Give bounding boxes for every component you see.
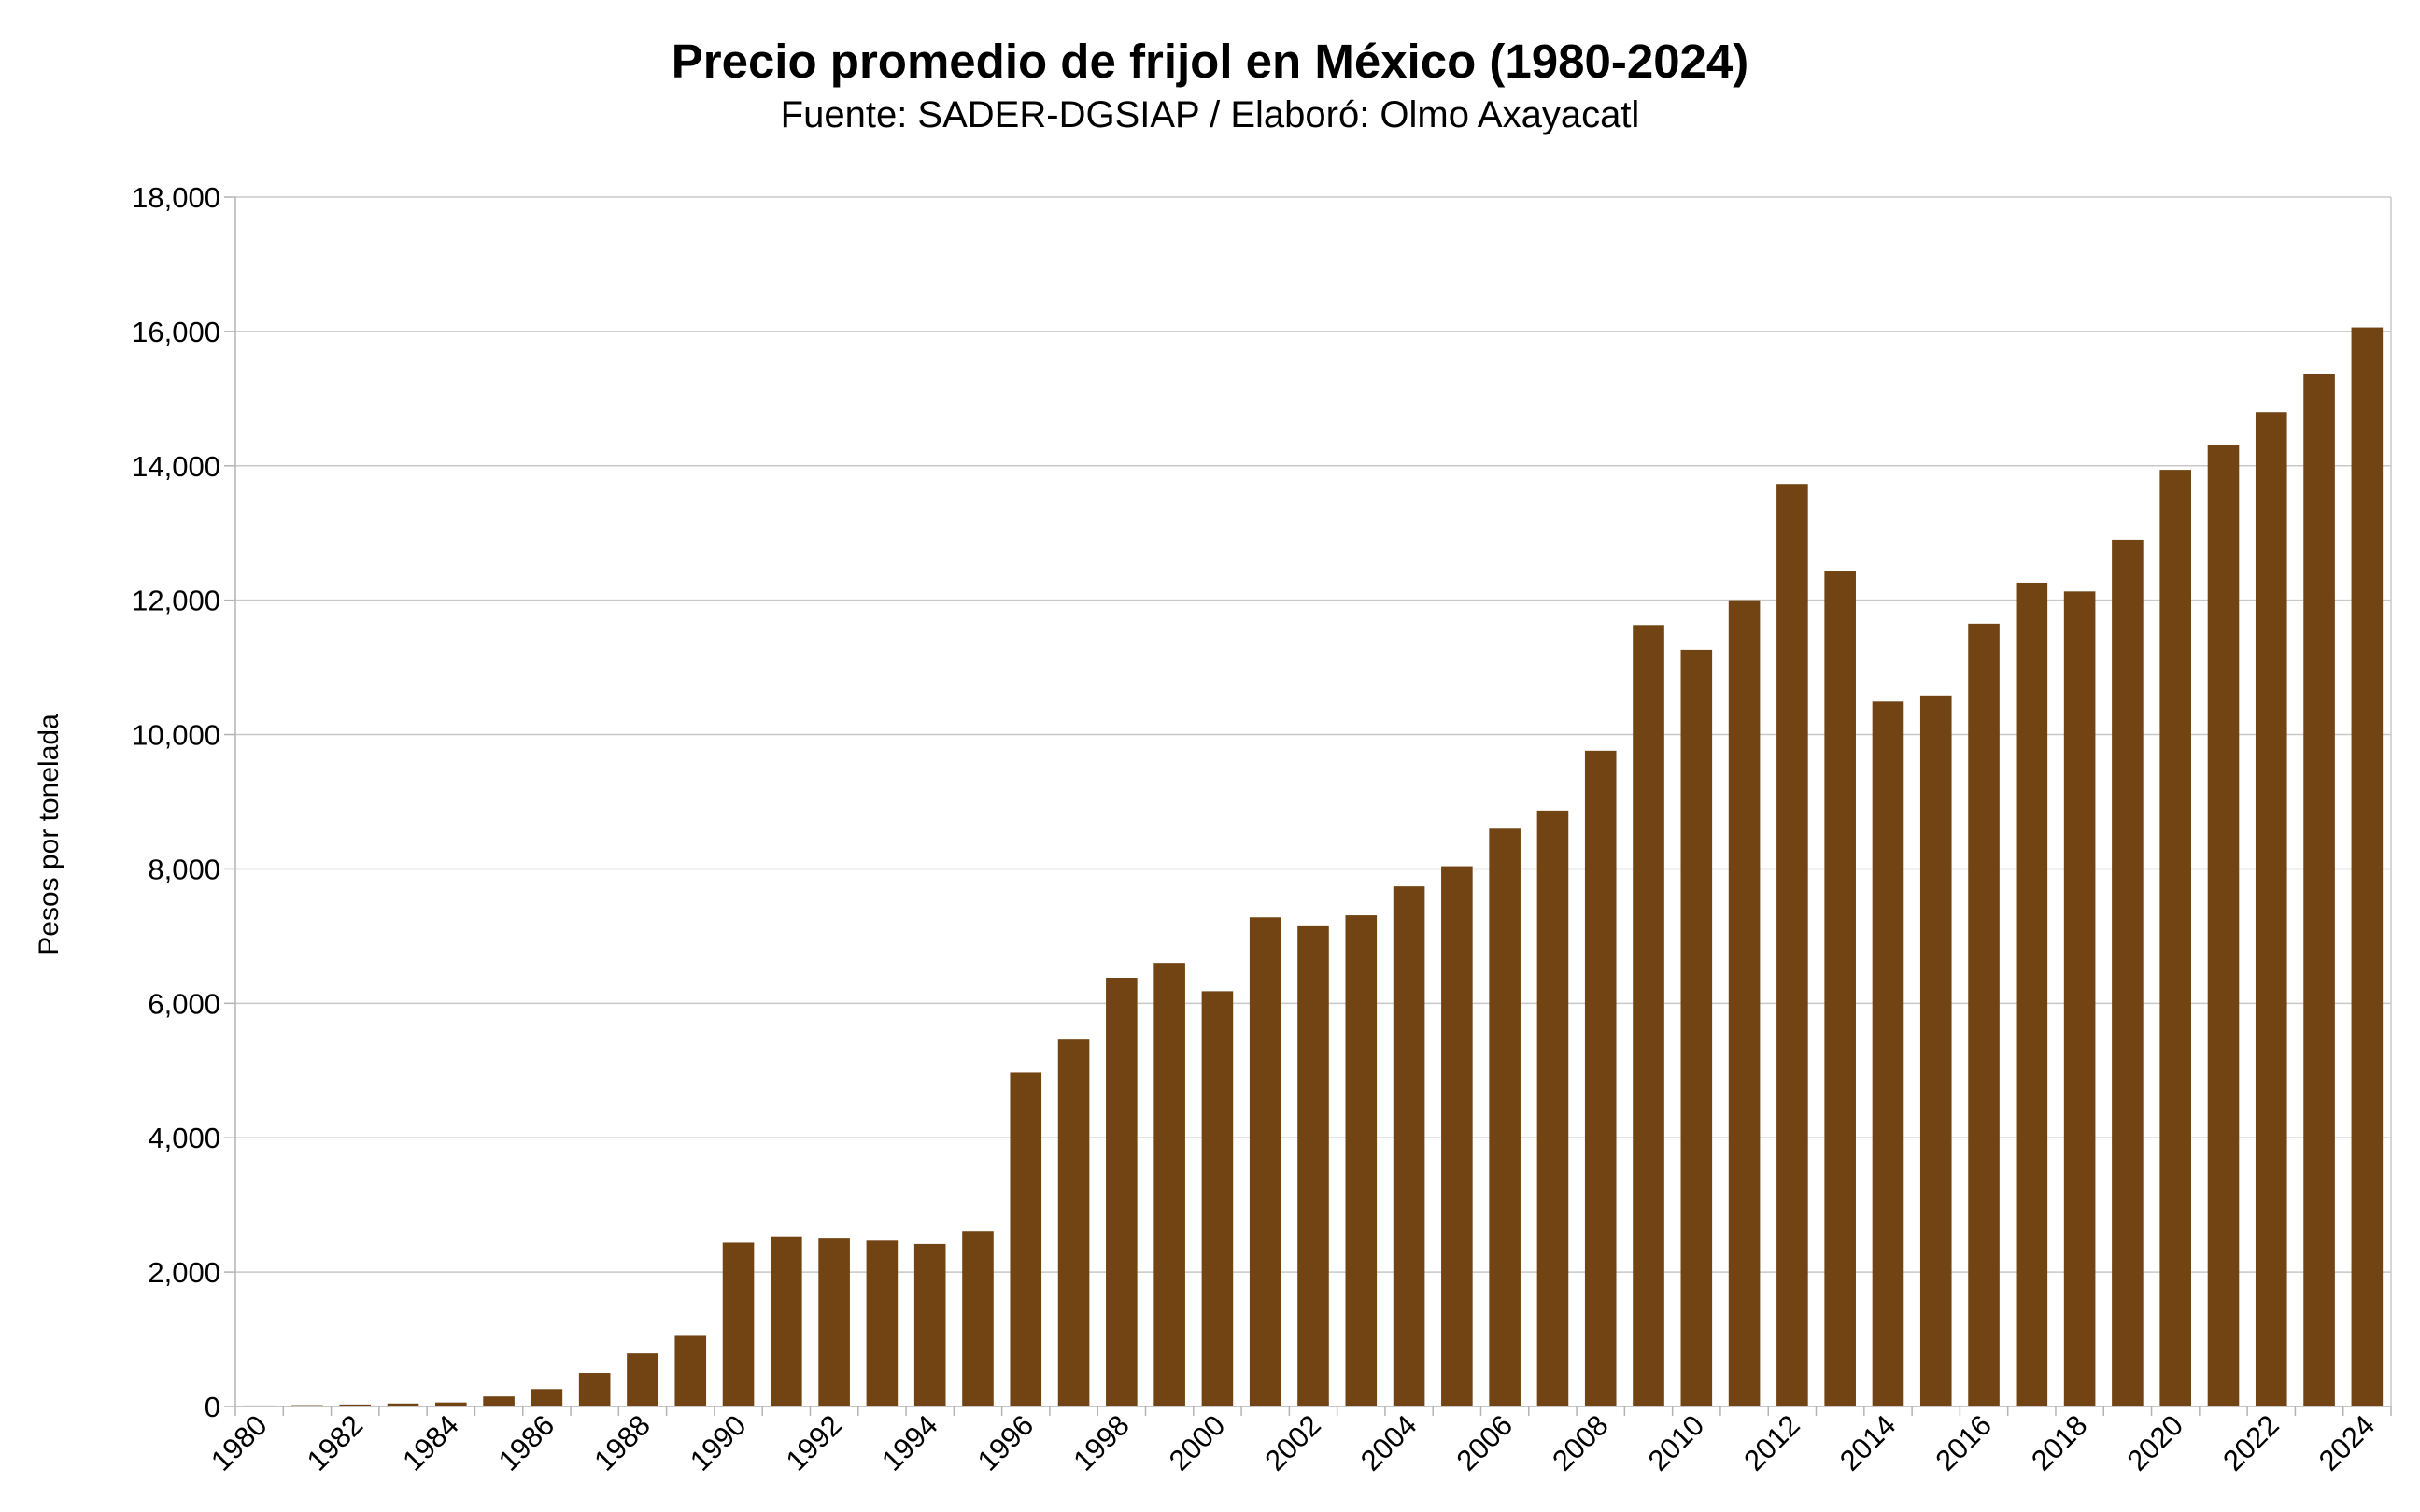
bar [1824, 571, 1856, 1406]
x-tick-label: 2010 [1642, 1408, 1711, 1477]
y-tick-label: 14,000 [132, 450, 220, 483]
chart-title: Precio promedio de frijol en México (198… [671, 35, 1749, 88]
bar [1489, 828, 1521, 1406]
y-tick-label: 10,000 [132, 719, 220, 752]
y-tick-label: 12,000 [132, 585, 220, 617]
chart-subtitle: Fuente: SADER-DGSIAP / Elaboró: Olmo Axa… [780, 94, 1640, 135]
x-tick-label: 1988 [587, 1408, 657, 1477]
bar [387, 1403, 419, 1406]
x-tick-labels: 1980 1982 1984 1986 1988 1990 1992 1994 1996 1998… [205, 1408, 2381, 1477]
y-tick-label: 6,000 [148, 987, 220, 1020]
bar [771, 1236, 802, 1406]
x-tick-label: 1992 [780, 1408, 849, 1477]
x-tick-label: 2012 [1737, 1408, 1806, 1477]
x-tick-label: 2016 [1929, 1408, 1998, 1477]
x-tick-label: 1994 [875, 1408, 944, 1477]
bar [866, 1240, 899, 1406]
bar [2016, 582, 2048, 1406]
bar [2112, 539, 2144, 1406]
bar [2207, 445, 2240, 1407]
bar [674, 1335, 707, 1406]
bar [1393, 886, 1425, 1406]
x-tick-label: 1990 [684, 1408, 753, 1477]
bar [531, 1389, 563, 1406]
axes [224, 196, 2392, 1416]
bar [339, 1404, 372, 1406]
y-tick-label: 2,000 [148, 1256, 220, 1289]
bar [913, 1243, 946, 1406]
bar [1297, 925, 1329, 1406]
x-tick-label: 2006 [1451, 1408, 1520, 1477]
x-tick-label: 2008 [1546, 1408, 1615, 1477]
bar [1776, 484, 1808, 1406]
y-tick-label: 4,000 [148, 1122, 220, 1154]
x-tick-label: 1998 [1067, 1408, 1136, 1477]
x-tick-label: 2000 [1163, 1408, 1232, 1477]
x-tick-label: 1996 [971, 1408, 1040, 1477]
x-tick-label: 1982 [301, 1408, 370, 1477]
bar [1249, 917, 1281, 1406]
x-tick-label: 1984 [396, 1408, 465, 1477]
x-tick-label: 2004 [1354, 1408, 1423, 1477]
bar [1728, 600, 1761, 1406]
bar [1584, 750, 1617, 1406]
y-tick-label: 18,000 [132, 181, 220, 214]
bar [1010, 1072, 1042, 1406]
bar [435, 1402, 467, 1406]
bar [2351, 327, 2384, 1406]
x-tick-label: 2024 [2313, 1408, 2382, 1477]
x-tick-label: 2002 [1258, 1408, 1327, 1477]
x-tick-label: 2014 [1833, 1408, 1903, 1477]
bar [1872, 701, 1904, 1406]
bar [2303, 374, 2335, 1407]
y-tick-label: 8,000 [148, 853, 220, 885]
bar [1968, 623, 2000, 1406]
bar [818, 1238, 850, 1406]
bar [627, 1353, 658, 1406]
y-tick-label: 16,000 [132, 316, 220, 348]
bar [2255, 412, 2287, 1407]
bar [1536, 810, 1569, 1406]
bar [1057, 1039, 1090, 1406]
x-tick-label: 2018 [2025, 1408, 2094, 1477]
bar [1201, 991, 1234, 1406]
y-tick-labels: 0 2,000 4,000 6,000 8,000 10,000 12,000 14,000 1… [132, 181, 220, 1423]
x-tick-label: 2020 [2121, 1408, 2190, 1477]
bar [1680, 649, 1713, 1406]
bar [962, 1231, 994, 1406]
bar [1106, 977, 1138, 1406]
bar [722, 1242, 755, 1406]
bar [2063, 591, 2096, 1406]
bar [1345, 915, 1378, 1406]
y-tick-label: 0 [205, 1391, 220, 1423]
x-tick-label: 1986 [492, 1408, 561, 1477]
bar [1153, 963, 1185, 1406]
bar [2159, 470, 2191, 1406]
y-axis-label: Pesos por tonelada [34, 714, 64, 955]
bar [1919, 695, 1952, 1406]
bar [1441, 866, 1473, 1406]
bar [578, 1373, 611, 1406]
bars [243, 327, 2384, 1407]
x-tick-label: 2022 [2216, 1408, 2286, 1477]
bar [483, 1396, 515, 1406]
bar [1633, 625, 1664, 1406]
